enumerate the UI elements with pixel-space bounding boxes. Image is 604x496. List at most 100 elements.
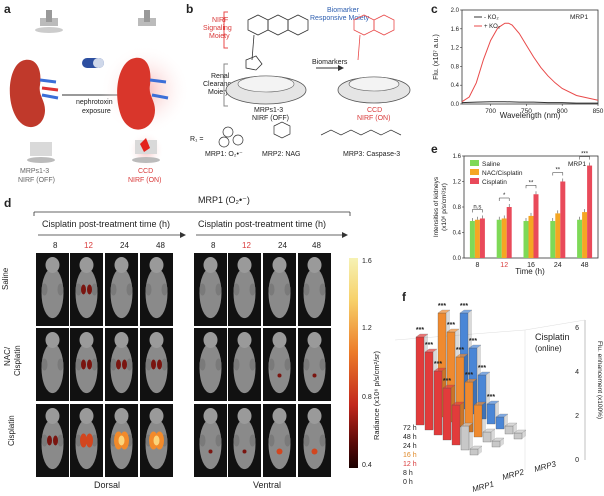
panel-b-probe-state: NIRF (OFF)	[252, 115, 289, 122]
significance-stars: ***	[456, 347, 464, 354]
mouse-arm	[303, 434, 310, 447]
sig-label: **	[555, 168, 560, 174]
mouse-body	[268, 268, 291, 319]
colorbar	[349, 258, 358, 468]
panel-e-letter: e	[431, 142, 438, 156]
mouse-arm	[249, 283, 256, 296]
mouse-arm	[233, 434, 240, 447]
bar3d-mrp2	[482, 431, 492, 443]
mouse-head	[237, 332, 252, 348]
mouse-image	[194, 404, 227, 477]
panel-b-biomarkers-arrow: Biomarkers	[312, 59, 348, 66]
mouse-arm	[91, 434, 98, 447]
bar3d-side	[469, 423, 473, 450]
bar3d-top	[469, 445, 483, 450]
mouse-head	[203, 408, 218, 424]
bladder-signal	[277, 373, 282, 378]
mouse-arm	[303, 283, 310, 296]
mouse-head	[272, 408, 287, 424]
mouse-arm	[75, 434, 82, 447]
series-line-0	[461, 101, 598, 104]
ytick-label: 0.0	[453, 256, 462, 262]
bar3d-mrp1	[433, 370, 443, 436]
legend-label: Saline	[482, 161, 500, 168]
mouse-arm	[215, 434, 222, 447]
mouse-image	[194, 328, 227, 401]
bar3d-top	[446, 328, 460, 333]
mouse-arm	[57, 358, 64, 371]
xtick-label: 750	[521, 108, 532, 115]
panel-d-letter: d	[4, 196, 12, 210]
mouse-image	[263, 328, 296, 401]
mouse-body	[199, 419, 222, 470]
mouse-body	[75, 419, 98, 470]
mouse-arm	[319, 434, 326, 447]
mouse-arm	[75, 358, 82, 371]
legend-swatch	[470, 178, 479, 184]
panel-b-nirf-3: Moiety	[209, 33, 230, 40]
bar3d-top	[464, 378, 478, 383]
mouse-body	[145, 343, 168, 394]
mouse-head	[237, 257, 252, 273]
time-label: 16 h	[403, 452, 417, 459]
mouse-head	[149, 408, 164, 424]
time-label: 12 h	[403, 461, 417, 468]
dorsal-time-8: 8	[53, 241, 58, 250]
mouse-image	[105, 404, 138, 477]
panel-d-brackets	[33, 211, 351, 238]
mouse-head	[45, 332, 60, 348]
mouse-arm	[41, 358, 48, 371]
mouse-arm	[41, 434, 48, 447]
xtick-label: 48	[581, 262, 589, 269]
panel-a-letter: a	[4, 2, 11, 16]
mouse-body	[199, 268, 222, 319]
panel-b-renal-1: Renal	[211, 73, 230, 80]
mouse-image	[140, 404, 173, 477]
mouse-arm	[268, 283, 275, 296]
bar3d-side	[500, 438, 504, 447]
mouse-head	[114, 257, 129, 273]
bar3d-mrp1	[460, 425, 470, 451]
bar-cisplatin	[533, 194, 539, 258]
glowing-kidney-icon	[117, 57, 169, 130]
mouse-arm	[126, 283, 133, 296]
panel-d-header-ventral: Cisplatin post-treatment time (h)	[198, 219, 327, 229]
bar3d-mrp3	[504, 425, 514, 435]
sig-label: **	[529, 180, 534, 186]
mouse-image	[140, 328, 173, 401]
legend-plus: + KO₂	[484, 24, 501, 30]
mouse-arm	[284, 434, 291, 447]
ytick-label: 0.4	[453, 231, 462, 237]
colorbar-tick-1: 1.6	[362, 258, 372, 265]
mouse-arm	[249, 434, 256, 447]
panel-e-chart: 0.0 0.4 0.8 1.2 1.6 8 n.s 12 * 16 ** 24 ** 48 *** Time …	[433, 152, 599, 276]
mouse-image	[105, 328, 138, 401]
ztick-label: 4	[575, 369, 579, 376]
mouse-image	[140, 253, 173, 326]
mouse-body	[233, 268, 256, 319]
ytick-label: 2.0	[451, 8, 460, 14]
kidney-hot	[118, 435, 125, 446]
bar-cisplatin	[479, 218, 485, 258]
bar-cisplatin	[506, 207, 512, 258]
sig-label: n.s	[473, 204, 481, 210]
bar3d-mrp1	[451, 404, 461, 446]
mouse-arm	[161, 283, 168, 296]
panel-a-probe-state: NIRF (OFF)	[18, 177, 55, 184]
kidney-icon	[9, 59, 59, 128]
kidney-signal	[81, 359, 86, 370]
mouse-body	[145, 268, 168, 319]
panel-b-mrp3: MRP3: Caspase-3	[343, 151, 401, 158]
panel-a-arrow-label-2: exposure	[82, 108, 111, 115]
panel-b-renal-2: Clearance	[203, 81, 235, 88]
mouse-head	[203, 332, 218, 348]
significance-stars: ***	[443, 378, 451, 385]
mouse-body	[199, 343, 222, 394]
mouse-head	[307, 408, 322, 424]
mouse-arm	[284, 358, 291, 371]
bar3d-top	[442, 384, 456, 389]
online-label: (online)	[535, 344, 562, 353]
mouse-arm	[145, 358, 152, 371]
grid	[524, 319, 586, 331]
bar3d-side	[478, 446, 482, 455]
